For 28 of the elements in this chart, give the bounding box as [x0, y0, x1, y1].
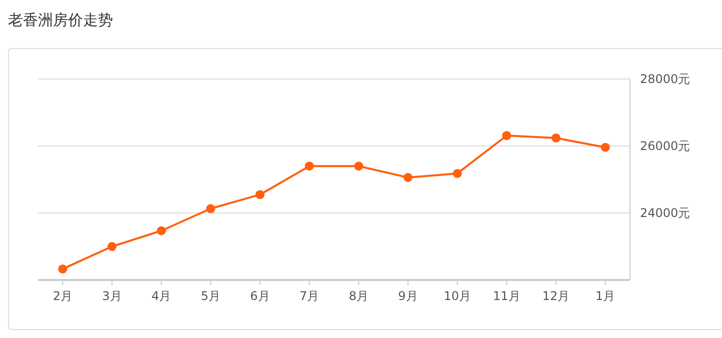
point — [354, 162, 364, 171]
x-tick-label: 9月 — [398, 289, 418, 303]
x-tick-label: 12月 — [542, 289, 570, 303]
point — [156, 226, 166, 236]
point — [108, 242, 116, 251]
point — [206, 204, 216, 214]
point — [552, 133, 560, 142]
point — [600, 142, 610, 152]
point — [58, 264, 68, 274]
x-tick-label: 4月 — [152, 289, 172, 303]
x-tick-label: 3月 — [102, 289, 122, 303]
x-tick-label: 11月 — [493, 289, 520, 303]
x-tick-label: 8月 — [348, 289, 368, 303]
x-tick-label: 10月 — [444, 289, 471, 303]
y-tick-label: 24000元 — [640, 206, 690, 220]
y-tick-label: 26000元 — [640, 139, 690, 153]
x-tick-label: 7月 — [300, 289, 320, 303]
x-tick-label: 6月 — [250, 289, 270, 303]
point — [256, 190, 264, 200]
x-tick-label: 1月 — [596, 289, 616, 303]
point — [502, 131, 512, 140]
point — [304, 162, 314, 171]
y-tick-label: 28000元 — [640, 72, 690, 86]
x-tick-label: 2月 — [52, 289, 72, 303]
point — [404, 172, 412, 182]
x-tick-label: 5月 — [200, 289, 220, 303]
chart-title: 老香洲房价走势 — [8, 11, 113, 29]
point — [452, 168, 462, 178]
